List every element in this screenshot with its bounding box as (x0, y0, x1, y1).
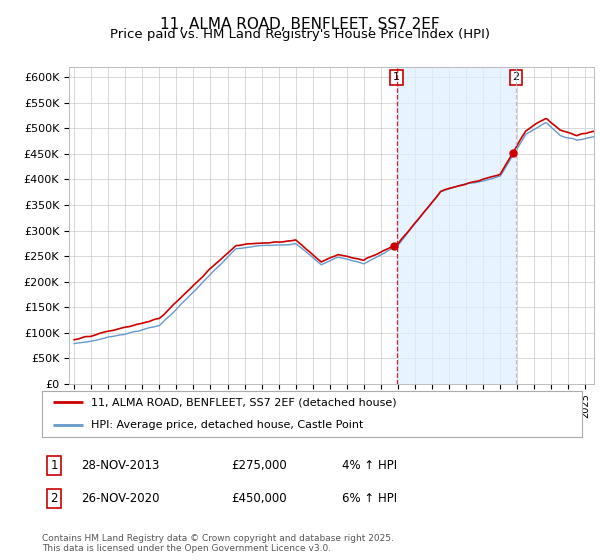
Text: 6% ↑ HPI: 6% ↑ HPI (342, 492, 397, 505)
Text: 4% ↑ HPI: 4% ↑ HPI (342, 459, 397, 473)
Text: 1: 1 (393, 72, 400, 82)
Text: £275,000: £275,000 (231, 459, 287, 473)
Text: 2: 2 (512, 72, 520, 82)
Text: 1: 1 (50, 459, 58, 473)
Bar (397, 67, 516, 384)
Text: £450,000: £450,000 (231, 492, 287, 505)
Text: 11, ALMA ROAD, BENFLEET, SS7 2EF (detached house): 11, ALMA ROAD, BENFLEET, SS7 2EF (detach… (91, 398, 396, 407)
Text: 26-NOV-2020: 26-NOV-2020 (81, 492, 160, 505)
Text: HPI: Average price, detached house, Castle Point: HPI: Average price, detached house, Cast… (91, 421, 363, 430)
Text: 11, ALMA ROAD, BENFLEET, SS7 2EF: 11, ALMA ROAD, BENFLEET, SS7 2EF (160, 17, 440, 32)
Text: 2: 2 (50, 492, 58, 505)
Text: Price paid vs. HM Land Registry's House Price Index (HPI): Price paid vs. HM Land Registry's House … (110, 28, 490, 41)
Text: Contains HM Land Registry data © Crown copyright and database right 2025.
This d: Contains HM Land Registry data © Crown c… (42, 534, 394, 553)
Text: 28-NOV-2013: 28-NOV-2013 (81, 459, 160, 473)
